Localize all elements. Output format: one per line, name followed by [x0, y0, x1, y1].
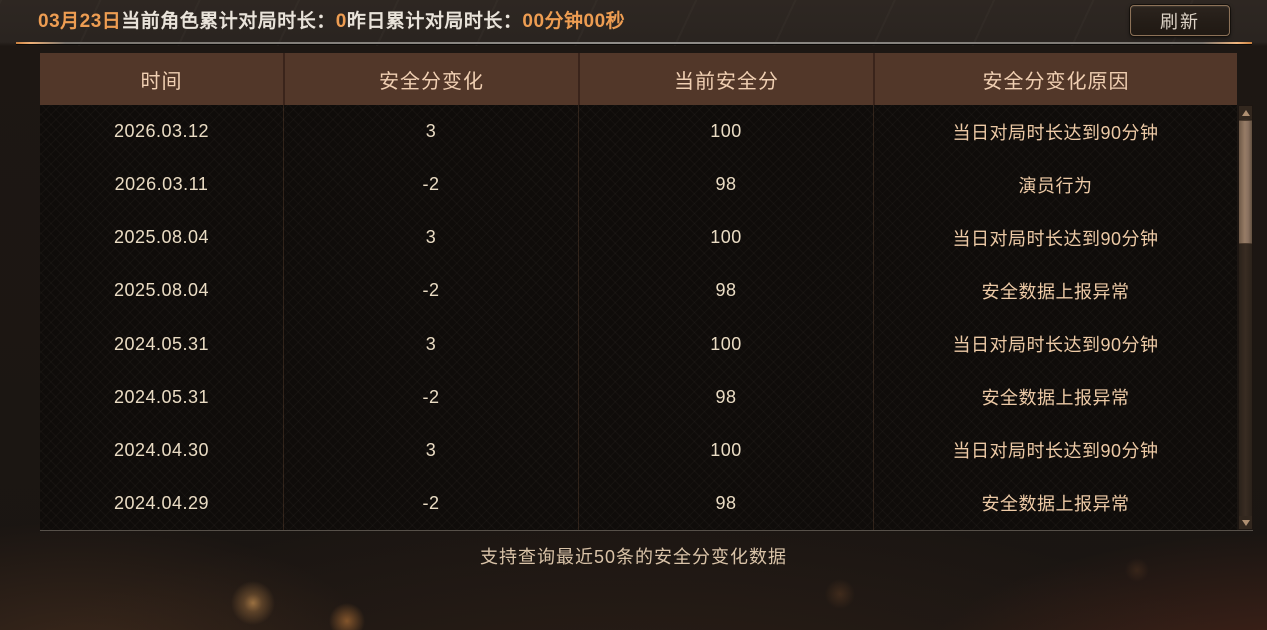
summary-date: 03月23日	[38, 11, 122, 32]
current-playtime-value: 0	[335, 11, 347, 32]
cell-score: 100	[578, 423, 873, 477]
cell-reason: 当日对局时长达到90分钟	[873, 105, 1237, 159]
cell-change: 3	[282, 105, 578, 159]
scrollbar-track[interactable]	[1239, 119, 1252, 516]
cell-reason: 安全数据上报异常	[873, 476, 1237, 530]
cell-score: 98	[578, 264, 873, 318]
table-row: 2024.04.30 3 100 当日对局时长达到90分钟	[40, 423, 1237, 477]
table-header: 时间 安全分变化 当前安全分 安全分变化原因	[40, 53, 1237, 105]
table-row: 2026.03.11 -2 98 演员行为	[40, 158, 1237, 212]
current-playtime-label: 当前角色累计对局时长：	[121, 11, 336, 32]
cell-time: 2024.04.30	[113, 439, 210, 460]
cell-time: 2026.03.12	[113, 121, 210, 142]
cell-time: 2025.08.04	[113, 227, 210, 248]
cell-reason: 当日对局时长达到90分钟	[873, 211, 1237, 265]
security-score-table: 时间 安全分变化 当前安全分 安全分变化原因 2026.03.12 3 100 当日对…	[40, 53, 1253, 531]
table-row: 2024.04.29 -2 98 安全数据上报异常	[40, 476, 1237, 530]
column-header-change: 安全分变化	[282, 53, 578, 105]
footer-note: 支持查询最近50条的安全分变化数据	[479, 547, 788, 567]
playtime-summary: 03月23日当前角色累计对局时长：0昨日累计对局时长：00分钟00秒	[38, 0, 625, 43]
column-header-reason: 安全分变化原因	[873, 53, 1237, 105]
scrollbar-thumb[interactable]	[1239, 120, 1252, 244]
yesterday-playtime-value: 00分钟00秒	[522, 11, 626, 32]
scrollbar[interactable]	[1238, 105, 1253, 530]
scroll-up-button[interactable]	[1239, 106, 1252, 119]
scroll-up-icon	[1241, 109, 1250, 116]
cell-reason: 演员行为	[873, 158, 1237, 212]
cell-change: -2	[282, 158, 578, 212]
table-row: 2026.03.12 3 100 当日对局时长达到90分钟	[40, 105, 1237, 159]
cell-time: 2026.03.11	[114, 174, 209, 195]
scroll-down-icon	[1241, 519, 1250, 526]
cell-change: 3	[282, 423, 578, 477]
cell-change: 3	[282, 211, 578, 265]
cell-time: 2024.05.31	[113, 386, 210, 407]
topbar: 03月23日当前角色累计对局时长：0昨日累计对局时长：00分钟00秒 刷新	[0, 0, 1267, 43]
cell-score: 98	[578, 476, 873, 530]
table-row: 2025.08.04 -2 98 安全数据上报异常	[40, 264, 1237, 318]
cell-score: 100	[578, 211, 873, 265]
refresh-button[interactable]: 刷新	[1130, 5, 1230, 36]
table-row: 2024.05.31 -2 98 安全数据上报异常	[40, 370, 1237, 424]
topbar-divider	[16, 42, 1252, 44]
scroll-down-button[interactable]	[1239, 516, 1252, 529]
column-header-score: 当前安全分	[578, 53, 873, 105]
cell-time: 2024.04.29	[113, 492, 210, 513]
cell-score: 100	[578, 105, 873, 159]
cell-time: 2025.08.04	[113, 280, 210, 301]
cell-reason: 安全数据上报异常	[873, 264, 1237, 318]
column-header-time: 时间	[140, 70, 183, 93]
cell-time: 2024.05.31	[113, 333, 210, 354]
cell-reason: 当日对局时长达到90分钟	[873, 317, 1237, 371]
cell-reason: 当日对局时长达到90分钟	[873, 423, 1237, 477]
cell-score: 100	[578, 317, 873, 371]
cell-change: -2	[282, 264, 578, 318]
table-row: 2024.05.31 3 100 当日对局时长达到90分钟	[40, 317, 1237, 371]
cell-reason: 安全数据上报异常	[873, 370, 1237, 424]
cell-score: 98	[578, 158, 873, 212]
cell-change: -2	[282, 370, 578, 424]
table-body: 2026.03.12 3 100 当日对局时长达到90分钟 2026.03.11 -2 98…	[40, 105, 1237, 530]
cell-score: 98	[578, 370, 873, 424]
table-row: 2025.08.04 3 100 当日对局时长达到90分钟	[40, 211, 1237, 265]
cell-change: -2	[282, 476, 578, 530]
cell-change: 3	[282, 317, 578, 371]
yesterday-playtime-label: 昨日累计对局时长：	[346, 11, 523, 32]
